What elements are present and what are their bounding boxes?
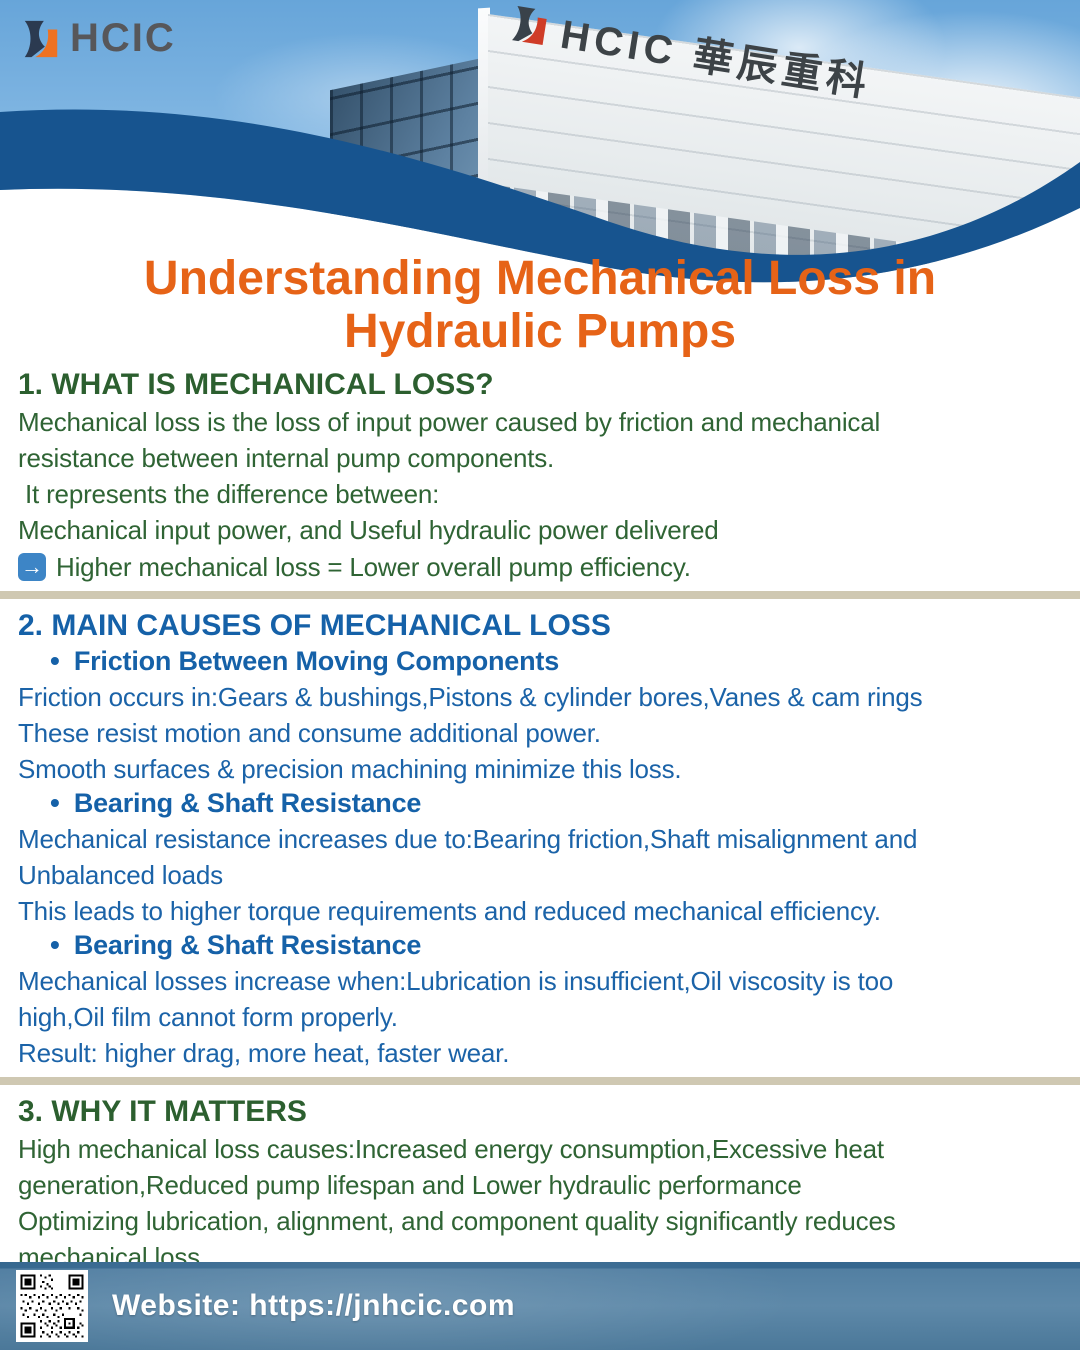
bullet-label: Bearing & Shaft Resistance (73, 930, 422, 960)
bullet-label: Bearing & Shaft Resistance (73, 788, 422, 818)
section-3-text: generation,Reduced pump lifespan and Low… (18, 1170, 802, 1200)
logo: HCIC (20, 16, 176, 61)
section-1-text: Mechanical input power, and Useful hydra… (18, 515, 719, 545)
highlight-text: Higher mechanical loss = Lower overall p… (56, 551, 691, 582)
section-3-text: High mechanical loss causes:Increased en… (18, 1134, 884, 1164)
bullet-label: Friction Between Moving Components (73, 646, 560, 676)
section-2-text: high,Oil film cannot form properly. (18, 1002, 398, 1032)
website-link[interactable]: Website: https://jnhcic.com (112, 1289, 515, 1322)
building-logo-icon (512, 6, 547, 45)
section-divider (0, 591, 1080, 599)
section-3-text: Optimizing lubrication, alignment, and c… (18, 1206, 896, 1236)
section-divider (0, 1077, 1080, 1085)
section-2-text: These resist motion and consume addition… (18, 718, 601, 748)
section-2-heading: 2. MAIN CAUSES OF MECHANICAL LOSS (18, 609, 611, 642)
bullet-item: Friction Between Moving Components (18, 645, 1062, 679)
wave-divider (0, 109, 1080, 340)
section-1-text: It represents the difference between: (18, 479, 440, 509)
arrow-right-icon (18, 552, 46, 581)
building-photo: HCIC 華辰重科 (330, 0, 1080, 340)
section-2-text: Smooth surfaces & precision machining mi… (18, 754, 682, 784)
footer-bar: Website: https://jnhcic.com (0, 1262, 1080, 1350)
building-sign: HCIC 華辰重科 (506, 0, 876, 108)
title-line-1: Understanding Mechanical Loss in (143, 252, 937, 305)
section-1-heading: 1. WHAT IS MECHANICAL LOSS? (18, 368, 494, 401)
section-2-text: Result: higher drag, more heat, faster w… (18, 1038, 510, 1068)
section-2-text: Unbalanced loads (18, 860, 223, 890)
highlight-row: Higher mechanical loss = Lower overall p… (18, 548, 1062, 585)
logo-text: HCIC (70, 16, 176, 60)
section-1-text: Mechanical loss is the loss of input pow… (18, 407, 881, 437)
section-2-text: Friction occurs in:Gears & bushings,Pist… (18, 682, 923, 712)
content: 1. WHAT IS MECHANICAL LOSS? Mechanical l… (0, 366, 1080, 1275)
hero-photo: HCIC 華辰重科 HCIC (0, 0, 1080, 340)
section-3-heading: 3. WHY IT MATTERS (18, 1095, 307, 1128)
qr-code (16, 1270, 88, 1342)
section-1-text: resistance between internal pump compone… (18, 443, 555, 473)
logo-icon (24, 20, 58, 57)
title-line-2: Hydraulic Pumps (343, 305, 737, 358)
section-2-text: Mechanical resistance increases due to:B… (18, 824, 918, 854)
bullet-item: Bearing & Shaft Resistance (18, 929, 1062, 963)
section-2-text: This leads to higher torque requirements… (18, 896, 881, 926)
section-2-text: Mechanical losses increase when:Lubricat… (18, 966, 894, 996)
page-title: Understanding Mechanical Loss in Hydraul… (0, 252, 1080, 358)
bullet-item: Bearing & Shaft Resistance (18, 787, 1062, 821)
